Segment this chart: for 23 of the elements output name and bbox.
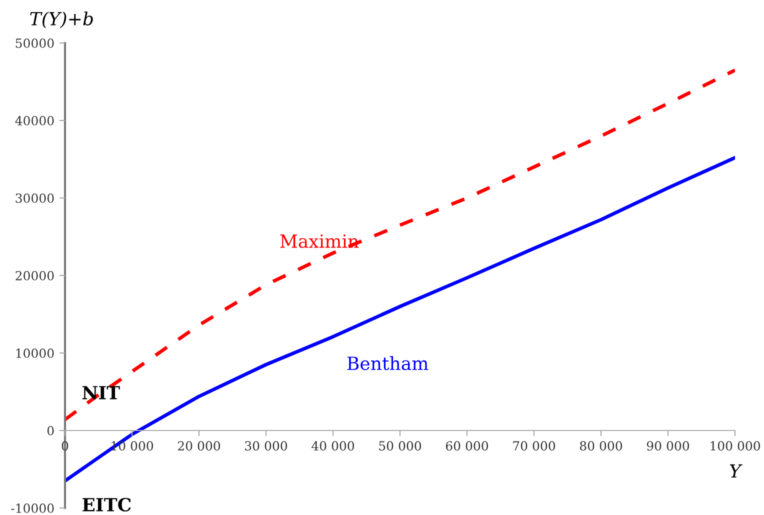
y-tick-label: 40000 (15, 116, 54, 126)
y-tick-label: 50000 (16, 38, 54, 48)
annotation: NIT (82, 386, 120, 400)
y-axis-title: T(Y)+b (30, 12, 93, 28)
x-tick-label: 100 000 (710, 441, 760, 451)
x-axis-title: Y (730, 464, 742, 478)
x-tick-label: 70 000 (513, 441, 556, 451)
y-tick-label: 30000 (16, 193, 54, 203)
x-tick-label: 80 000 (580, 441, 622, 451)
y-tick-label: 20000 (16, 270, 54, 280)
annotation: EITC (82, 498, 131, 512)
x-tick-label: 30 000 (245, 441, 288, 451)
y-tick-label: 0 (47, 426, 54, 436)
x-tick-label: 40 000 (312, 441, 354, 451)
x-tick-label: 60 000 (446, 441, 488, 451)
x-tick-label: 90 000 (646, 441, 690, 451)
x-tick-label: 50 000 (379, 441, 422, 451)
x-tick-label: 20 000 (178, 441, 220, 451)
y-tick-label: 10000 (16, 348, 54, 358)
y-tick-label: -10000 (11, 503, 54, 513)
line-series (65, 68, 735, 422)
series-label: Maximin (280, 234, 359, 248)
series-label: Bentham (347, 356, 428, 370)
